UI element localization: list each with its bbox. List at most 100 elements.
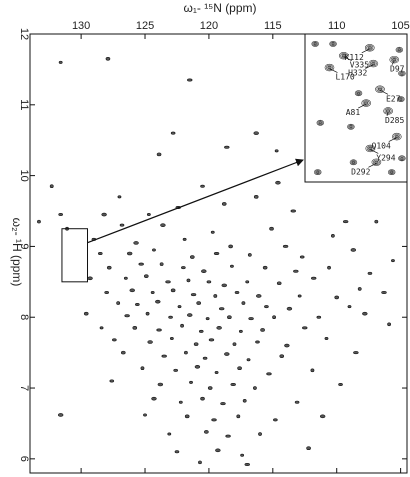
peak — [334, 295, 340, 300]
peak — [242, 398, 247, 403]
peak — [238, 329, 243, 333]
peak — [196, 301, 201, 305]
peak — [237, 366, 242, 371]
inset-peak — [316, 119, 324, 126]
peak — [224, 145, 230, 149]
y-tick-label: 12 — [18, 28, 30, 40]
peak — [58, 60, 63, 64]
peak — [264, 305, 269, 309]
peak — [161, 354, 167, 358]
peak — [155, 299, 161, 304]
peak — [327, 265, 331, 270]
peak — [123, 276, 128, 280]
peak — [143, 413, 147, 417]
peak — [230, 382, 236, 386]
peak — [274, 149, 279, 153]
inset-peak-label: D285 — [385, 116, 404, 125]
inset-peak — [354, 90, 363, 97]
inset-peak — [349, 159, 358, 166]
y-axis-title: ω₂- ¹H (ppm) — [10, 218, 24, 287]
inset-peak — [348, 124, 354, 129]
peak — [124, 314, 130, 318]
peak — [133, 241, 139, 245]
peak — [221, 283, 227, 288]
x-tick-label: 105 — [391, 20, 409, 32]
peak — [109, 379, 115, 383]
peak — [232, 342, 237, 346]
peak — [319, 414, 326, 419]
peak — [255, 340, 260, 344]
peak — [282, 244, 289, 248]
inset-peak — [314, 169, 322, 176]
inset-peak-label: K112 — [345, 53, 364, 62]
peak — [299, 255, 305, 259]
inset-peak — [331, 42, 335, 46]
x-tick-label: 110 — [328, 20, 346, 32]
peak — [156, 328, 162, 332]
peak — [190, 255, 195, 259]
peak — [150, 290, 155, 294]
peak — [221, 202, 227, 206]
inset-peak — [364, 101, 369, 105]
peak — [190, 293, 197, 297]
inset-peak — [386, 109, 391, 113]
inset-peak-label: Q104 — [372, 142, 391, 151]
peak — [342, 220, 349, 224]
peak — [350, 248, 357, 252]
peak — [224, 352, 230, 356]
peak — [157, 382, 164, 387]
inset-leader-line — [391, 60, 395, 65]
peak — [177, 305, 182, 309]
peak — [181, 266, 186, 270]
x-tick-label: 125 — [136, 20, 154, 32]
inset-peak — [399, 71, 405, 76]
peak — [57, 413, 64, 417]
peak — [146, 213, 151, 217]
inset-leader-line — [386, 111, 389, 117]
plot-frame — [29, 33, 408, 474]
inset-peak-label: H332 — [348, 69, 367, 78]
peak — [310, 368, 315, 373]
peak — [306, 446, 311, 451]
y-tick-label: 10 — [18, 169, 30, 181]
peak — [119, 223, 125, 227]
peak — [170, 288, 176, 293]
peak — [362, 311, 368, 316]
peak — [99, 326, 104, 330]
inset-peak — [400, 156, 404, 160]
inset-peak — [375, 85, 385, 93]
peak — [260, 328, 265, 332]
inset-peak — [371, 158, 382, 166]
peak — [97, 252, 103, 256]
zoom-arrow — [87, 158, 304, 244]
peak — [374, 219, 379, 224]
peak — [391, 259, 395, 263]
inset-leader-line — [329, 68, 338, 73]
inset-peak — [364, 44, 375, 52]
peak — [168, 315, 173, 319]
peak — [245, 280, 250, 284]
peak — [104, 290, 109, 294]
inset-peak — [400, 72, 404, 75]
inset-peak — [384, 108, 392, 114]
peak — [145, 311, 150, 316]
peak — [220, 402, 226, 406]
peak — [227, 315, 232, 320]
inset-peak — [399, 156, 405, 161]
inset-peak — [347, 123, 355, 130]
peak — [198, 460, 202, 465]
peak — [241, 301, 246, 305]
peak — [244, 463, 250, 467]
y-tick-label: 7 — [18, 385, 30, 391]
peak — [187, 78, 193, 82]
peak — [112, 338, 117, 342]
peak — [207, 386, 213, 390]
peak — [193, 342, 199, 346]
inset-peak-label: D97 — [390, 65, 405, 74]
inset-peak-label: D292 — [351, 167, 370, 176]
inset-peak — [391, 132, 402, 141]
inset-peak — [393, 133, 401, 140]
peak — [284, 343, 290, 348]
inset-peak — [355, 91, 362, 96]
